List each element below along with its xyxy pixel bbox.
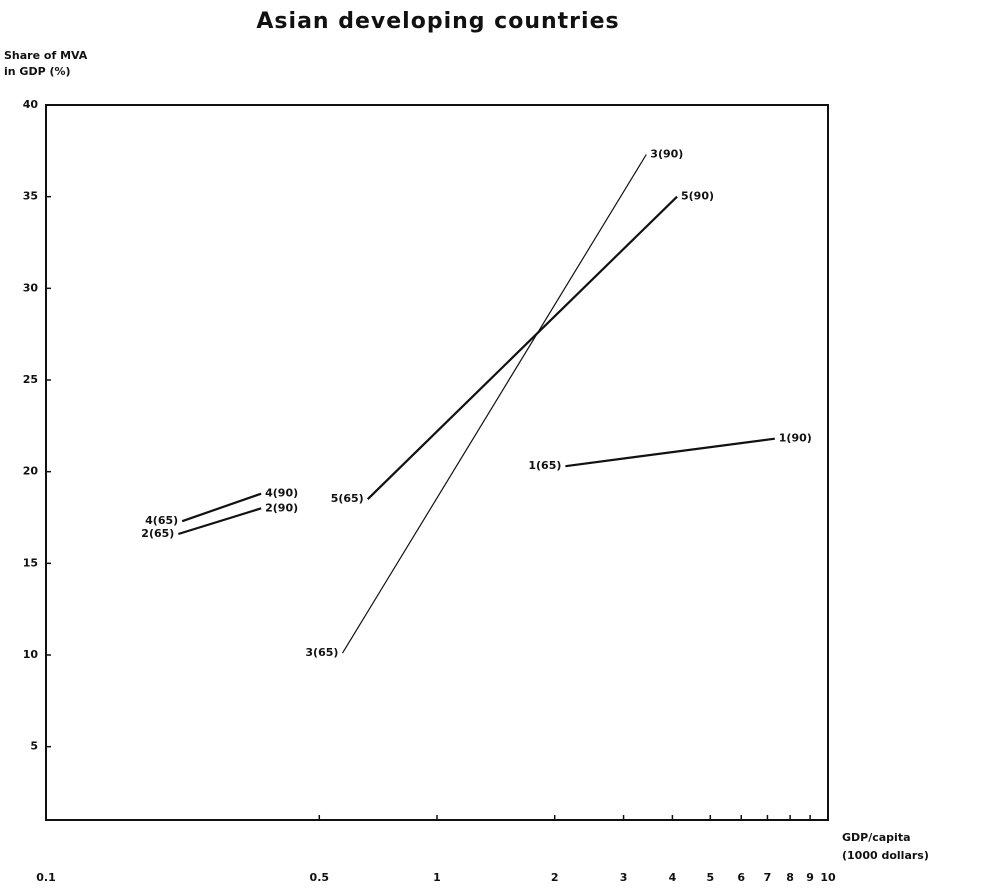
y-tick-label: 25 <box>23 373 38 386</box>
series-line <box>181 492 262 523</box>
y-axis-label: in GDP (%) <box>4 65 71 78</box>
x-tick-label: 3 <box>620 871 628 884</box>
x-tick-label: 0.5 <box>310 871 330 884</box>
x-tick-label: 10 <box>820 871 836 884</box>
plot-frame <box>45 104 829 821</box>
x-tick-label: 4 <box>669 871 677 884</box>
x-tick-label: 2 <box>551 871 559 884</box>
x-tick-label: 7 <box>764 871 772 884</box>
y-tick-label: 30 <box>23 281 39 294</box>
y-tick-label: 35 <box>23 190 38 203</box>
y-tick-label: 5 <box>30 740 38 753</box>
point-label: 4(90) <box>265 487 298 500</box>
x-tick-label: 8 <box>786 871 794 884</box>
point-label: 3(90) <box>650 148 683 161</box>
x-tick-label: 0.1 <box>36 871 56 884</box>
point-label: 1(65) <box>528 459 561 472</box>
series-line <box>341 154 647 654</box>
point-label: 5(65) <box>331 492 364 505</box>
point-label: 2(65) <box>141 527 174 540</box>
y-tick-label: 15 <box>23 556 38 569</box>
series-line <box>366 195 678 500</box>
x-axis-label: (1000 dollars) <box>842 849 929 862</box>
x-tick-label: 9 <box>806 871 814 884</box>
x-tick-label: 1 <box>433 871 441 884</box>
chart-title: Asian developing countries <box>256 9 619 34</box>
point-label: 1(90) <box>779 432 812 445</box>
point-label: 2(90) <box>265 501 298 514</box>
x-tick-label: 5 <box>706 871 714 884</box>
y-tick-label: 10 <box>23 648 39 661</box>
series-line <box>565 437 775 468</box>
x-tick-label: 6 <box>737 871 745 884</box>
series-line <box>178 507 262 536</box>
y-tick-label: 20 <box>23 465 39 478</box>
point-label: 5(90) <box>681 190 714 203</box>
y-tick-label: 40 <box>23 98 39 111</box>
point-label: 3(65) <box>305 646 338 659</box>
y-axis-label: Share of MVA <box>4 49 88 62</box>
point-label: 4(65) <box>145 514 178 527</box>
x-axis-label: GDP/capita <box>842 831 911 844</box>
